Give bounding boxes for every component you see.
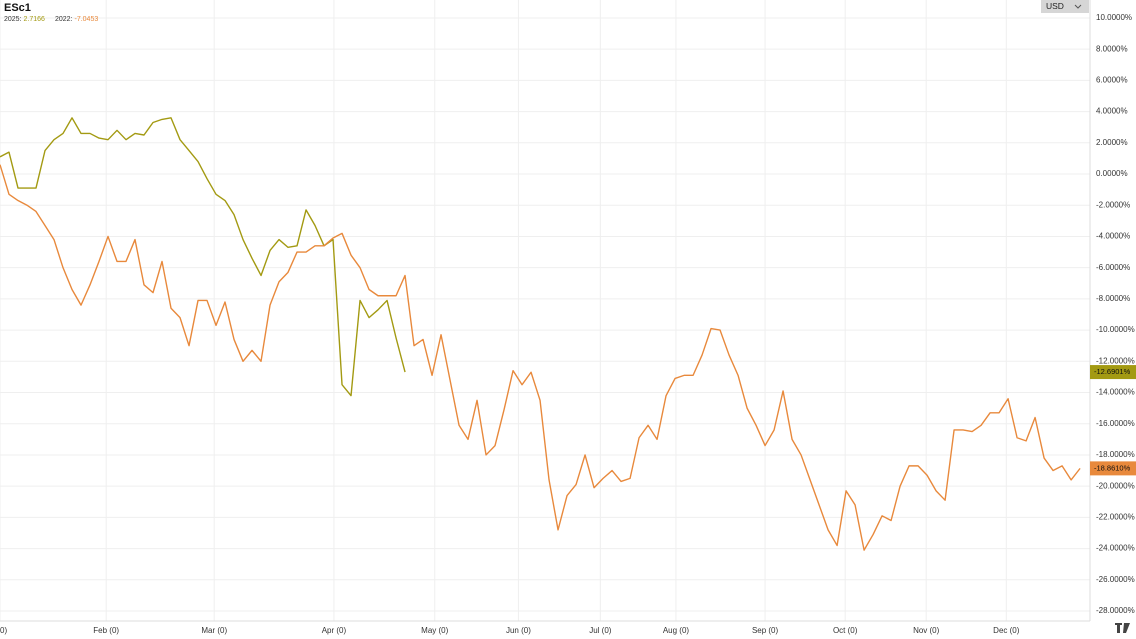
x-tick-label: Oct (0) bbox=[833, 626, 858, 635]
y-tick-label: -28.0000% bbox=[1096, 606, 1135, 615]
y-tick-label: 0.0000% bbox=[1096, 169, 1128, 178]
x-tick-label: Apr (0) bbox=[322, 626, 347, 635]
x-tick-label: Sep (0) bbox=[752, 626, 779, 635]
legend-value: 2.7166 bbox=[24, 16, 46, 23]
x-tick-label: May (0) bbox=[421, 626, 448, 635]
y-tick-label: 8.0000% bbox=[1096, 44, 1128, 53]
x-tick-label: Jun (0) bbox=[506, 626, 531, 635]
y-tick-label: -16.0000% bbox=[1096, 419, 1135, 428]
last-value-box bbox=[1090, 365, 1136, 380]
x-tick-label: 0) bbox=[0, 626, 7, 635]
legend-name: 2022: bbox=[55, 16, 73, 23]
chart-title: ESc1 bbox=[4, 2, 31, 14]
dropdown-box[interactable] bbox=[1041, 0, 1089, 13]
y-tick-label: -6.0000% bbox=[1096, 263, 1130, 272]
y-tick-label: -14.0000% bbox=[1096, 388, 1135, 397]
last-value-label: -18.8610% bbox=[1094, 463, 1131, 472]
x-tick-label: Jul (0) bbox=[589, 626, 612, 635]
currency-dropdown[interactable]: USD bbox=[1041, 0, 1089, 13]
x-tick-label: Mar (0) bbox=[201, 626, 227, 635]
logo bbox=[1115, 623, 1130, 633]
y-tick-label: 4.0000% bbox=[1096, 107, 1128, 116]
y-tick-label: -22.0000% bbox=[1096, 512, 1135, 521]
y-tick-label: -20.0000% bbox=[1096, 481, 1135, 490]
last-value-label: -12.6901% bbox=[1094, 367, 1131, 376]
dropdown-caret[interactable] bbox=[1074, 4, 1082, 9]
series-line bbox=[0, 117, 406, 397]
y-tick-label: -24.0000% bbox=[1096, 544, 1135, 553]
x-tick-label: Feb (0) bbox=[93, 626, 119, 635]
y-tick-label: 6.0000% bbox=[1096, 75, 1128, 84]
last-value-box bbox=[1090, 461, 1136, 476]
dropdown-label[interactable]: USD bbox=[1046, 1, 1064, 11]
x-tick-label: Aug (0) bbox=[663, 626, 690, 635]
x-tick-label: Dec (0) bbox=[993, 626, 1020, 635]
y-tick-label: -12.0000% bbox=[1096, 356, 1135, 365]
y-tick-label: -10.0000% bbox=[1096, 325, 1135, 334]
y-tick-label: -26.0000% bbox=[1096, 575, 1135, 584]
legend-name: 2025: bbox=[4, 16, 22, 23]
x-tick-label: Nov (0) bbox=[913, 626, 940, 635]
legend-value: -7.0453 bbox=[74, 16, 98, 23]
y-tick-label: 10.0000% bbox=[1096, 13, 1132, 22]
y-tick-label: -4.0000% bbox=[1096, 232, 1130, 241]
y-tick-label: 2.0000% bbox=[1096, 138, 1128, 147]
y-tick-label: -8.0000% bbox=[1096, 294, 1130, 303]
y-tick-label: -2.0000% bbox=[1096, 200, 1130, 209]
y-tick-label: -18.0000% bbox=[1096, 450, 1135, 459]
series-line bbox=[0, 164, 1081, 551]
